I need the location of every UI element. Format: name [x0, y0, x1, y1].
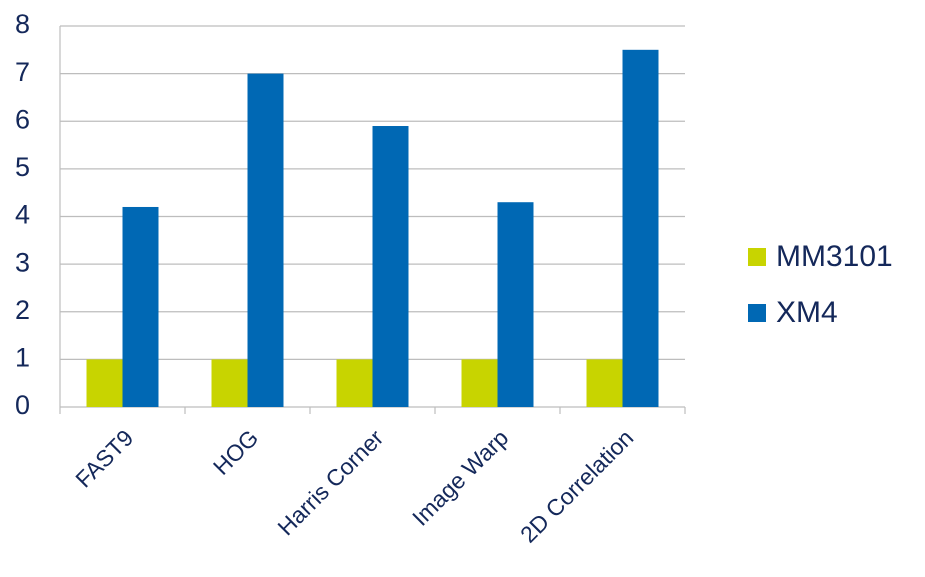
y-tick-label: 2 — [15, 295, 30, 325]
x-tick-label: Image Warp — [407, 424, 513, 530]
bar — [211, 359, 248, 407]
y-tick-label: 8 — [15, 9, 30, 39]
bar — [622, 49, 659, 407]
bar — [122, 206, 159, 407]
legend-swatch — [748, 248, 766, 266]
x-tick-label: HOG — [208, 424, 263, 479]
y-tick-label: 4 — [15, 200, 30, 230]
y-tick-label: 1 — [15, 343, 30, 373]
y-tick-label: 0 — [15, 390, 30, 420]
bar — [86, 359, 123, 407]
bar — [247, 73, 284, 407]
legend-label: XM4 — [776, 296, 838, 329]
x-tick-label: 2D Correlation — [515, 424, 638, 547]
y-tick-label: 3 — [15, 247, 30, 277]
bar — [586, 359, 623, 407]
legend-label: MM3101 — [776, 240, 893, 273]
bar — [461, 359, 498, 407]
y-tick-label: 5 — [15, 152, 30, 182]
x-tick-label: Harris Corner — [272, 424, 388, 540]
y-tick-label: 7 — [15, 57, 30, 87]
bar — [497, 202, 534, 407]
bar — [372, 126, 409, 407]
legend-swatch — [748, 304, 766, 322]
y-tick-label: 6 — [15, 104, 30, 134]
bar — [336, 359, 373, 407]
x-tick-label: FAST9 — [70, 424, 138, 492]
